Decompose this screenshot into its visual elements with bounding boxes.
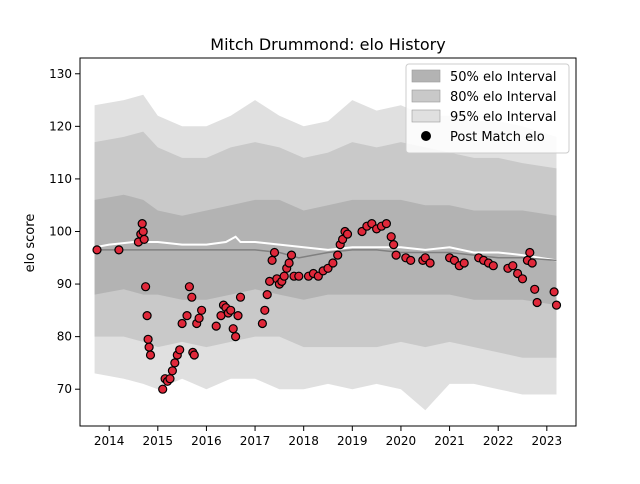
- x-tick-label: 2014: [94, 434, 125, 448]
- data-point: [231, 332, 241, 342]
- x-tick-label: 2022: [483, 434, 514, 448]
- x-tick-label: 2017: [240, 434, 271, 448]
- y-tick-label: 130: [49, 67, 72, 81]
- data-point: [182, 311, 192, 321]
- data-point: [165, 374, 175, 384]
- data-point: [228, 324, 238, 334]
- legend-box: [405, 63, 570, 154]
- data-point: [262, 290, 272, 300]
- data-point: [488, 261, 498, 271]
- y-axis: 70 80 90 100 110 120 130: [49, 67, 80, 396]
- data-point: [260, 305, 270, 315]
- data-point: [184, 282, 194, 292]
- data-point: [114, 245, 124, 255]
- data-point: [284, 258, 294, 268]
- data-point: [267, 255, 277, 265]
- data-point: [138, 226, 148, 237]
- data-point: [144, 342, 154, 352]
- legend-label: 95% elo Interval: [450, 110, 557, 125]
- x-tick-label: 2015: [143, 434, 174, 448]
- y-tick-label: 120: [49, 119, 72, 133]
- data-point: [235, 292, 246, 302]
- x-tick-label: 2018: [288, 434, 319, 448]
- x-tick-label: 2021: [434, 434, 465, 448]
- legend-swatch: [411, 89, 441, 103]
- x-tick-label: 2020: [386, 434, 417, 448]
- data-point: [143, 334, 153, 344]
- data-point: [532, 297, 542, 308]
- data-point: [158, 384, 168, 394]
- y-tick-label: 70: [57, 382, 72, 396]
- data-point: [381, 219, 391, 229]
- series-line-0: [94, 235, 557, 262]
- data-point: [170, 358, 180, 368]
- data-point: [141, 282, 151, 292]
- data-point: [386, 232, 396, 242]
- data-point: [279, 271, 289, 281]
- post-match-points: [92, 219, 562, 394]
- data-point: [137, 219, 147, 229]
- data-point: [389, 240, 399, 250]
- series-line-1: [94, 249, 557, 262]
- data-point: [226, 305, 236, 315]
- x-tick-label: 2016: [191, 434, 222, 448]
- data-point: [167, 366, 177, 376]
- x-axis: 2014 2015 2016 2017 2018 2019 2020 2021 2022 2023: [94, 426, 562, 448]
- data-point: [525, 247, 535, 258]
- data-point: [406, 255, 416, 265]
- data-point: [333, 250, 343, 260]
- series-lines: [94, 235, 557, 262]
- data-point: [549, 287, 559, 297]
- data-point: [342, 229, 353, 239]
- legend-marker: [421, 131, 431, 141]
- data-point: [92, 245, 102, 255]
- y-tick-label: 80: [57, 330, 72, 344]
- data-point: [425, 258, 435, 268]
- data-point: [328, 258, 338, 268]
- data-point: [551, 300, 562, 310]
- data-point: [189, 350, 199, 360]
- data-point: [530, 284, 540, 294]
- data-point: [145, 350, 156, 360]
- data-point: [187, 292, 197, 302]
- data-point: [197, 305, 207, 315]
- legend-swatch: [411, 109, 441, 123]
- data-point: [139, 234, 149, 244]
- x-tick-label: 2019: [337, 434, 368, 448]
- data-point: [257, 318, 267, 329]
- plot-frame: [79, 57, 577, 427]
- legend-label: 50% elo Interval: [450, 70, 557, 85]
- data-point: [194, 313, 204, 323]
- data-point: [233, 311, 243, 321]
- y-axis-label: elo score: [23, 214, 38, 273]
- data-point: [175, 345, 185, 355]
- chart-title: Mitch Drummond: elo History: [210, 35, 445, 54]
- data-point: [508, 261, 518, 271]
- legend-label: Post Match elo: [450, 130, 545, 145]
- data-point: [294, 271, 304, 281]
- data-point: [459, 258, 469, 268]
- legend: 50% elo Interval 80% elo Interval 95% elo …: [405, 63, 570, 154]
- legend-label: 80% elo Interval: [450, 90, 557, 105]
- data-point: [269, 247, 280, 258]
- y-tick-label: 100: [49, 224, 72, 238]
- data-point: [517, 274, 528, 284]
- x-tick-label: 2023: [532, 434, 563, 448]
- y-tick-label: 110: [49, 172, 72, 186]
- data-point: [211, 321, 221, 331]
- y-tick-label: 90: [57, 277, 72, 291]
- data-point: [177, 318, 187, 329]
- data-point: [142, 311, 152, 321]
- data-point: [286, 250, 297, 260]
- data-point: [527, 258, 537, 268]
- legend-swatch: [411, 69, 441, 83]
- data-point: [391, 250, 401, 260]
